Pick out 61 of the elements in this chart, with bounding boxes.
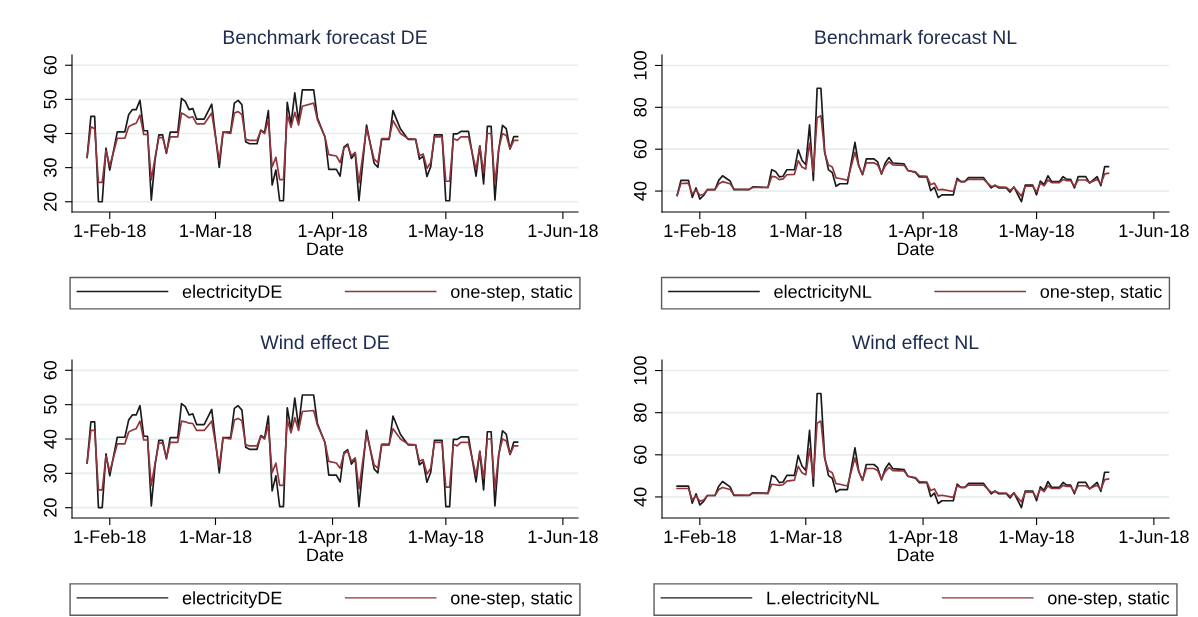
x-tick-label: 1-Jun-18 xyxy=(1119,224,1189,238)
y-tick-label: 80 xyxy=(633,98,647,117)
chart-title: Wind effect NL xyxy=(852,334,979,350)
x-tick-label: 1-May-18 xyxy=(999,530,1074,547)
x-tick-label: 1-Feb-18 xyxy=(74,529,146,544)
x-tick-label: 1-Apr-18 xyxy=(889,530,958,547)
y-tick-label: 30 xyxy=(43,464,57,483)
x-tick-label: 1-Feb-18 xyxy=(74,223,146,238)
x-tick-label: 1-Apr-18 xyxy=(889,224,958,241)
line-series xyxy=(676,392,1110,509)
y-tick-label: 40 xyxy=(43,429,57,449)
line-series xyxy=(86,394,519,509)
x-tick-label: 1-Jun-18 xyxy=(528,530,598,544)
x-tick-label: 1-Mar-18 xyxy=(180,530,252,544)
x-tick-label: 1-Mar-18 xyxy=(770,530,842,544)
y-tick-label: 30 xyxy=(43,158,57,177)
line-series xyxy=(676,420,1110,503)
x-tick-label: 1-May-18 xyxy=(999,224,1074,241)
y-tick-label: 50 xyxy=(43,395,57,414)
legend-label: one-step, static xyxy=(451,284,573,302)
x-tick-label: 1-Apr-18 xyxy=(298,224,367,241)
x-tick-label: 1-Feb-18 xyxy=(664,223,736,238)
y-tick-label: 20 xyxy=(43,192,57,211)
y-tick-label: 60 xyxy=(633,139,647,159)
y-tick-label: 40 xyxy=(43,124,57,144)
x-tick-label: 1-Jun-18 xyxy=(528,224,598,238)
line-series xyxy=(86,409,519,491)
x-tick-label: 1-Feb-18 xyxy=(664,529,736,544)
legend-label: L.electricityNL xyxy=(767,591,879,608)
y-tick-label: 40 xyxy=(633,181,647,201)
x-tick-label: 1-May-18 xyxy=(409,530,484,547)
y-tick-label: 80 xyxy=(633,403,647,422)
legend-label: one-step, static xyxy=(451,591,573,608)
x-tick-label: 1-May-18 xyxy=(409,224,484,241)
line-series xyxy=(86,102,519,184)
y-tick-label: 100 xyxy=(633,356,647,385)
y-tick-label: 50 xyxy=(43,90,57,109)
y-tick-label: 100 xyxy=(633,51,647,80)
chart-title: Benchmark forecast NL xyxy=(815,29,1017,45)
x-axis-title: Date xyxy=(897,242,934,256)
legend-label: one-step, static xyxy=(1048,591,1170,608)
x-tick-label: 1-Mar-18 xyxy=(180,224,252,238)
legend-label: electricityDE xyxy=(182,284,282,302)
x-tick-label: 1-Jun-18 xyxy=(1119,530,1189,544)
y-tick-label: 60 xyxy=(43,360,57,380)
chart-title: Wind effect DE xyxy=(260,334,389,350)
x-axis-title: Date xyxy=(307,548,344,562)
x-axis-title: Date xyxy=(307,242,344,256)
legend-label: electricityDE xyxy=(182,591,282,608)
legend-label: one-step, static xyxy=(1040,284,1162,302)
legend-label: electricityNL xyxy=(774,284,872,302)
chart-title: Benchmark forecast DE xyxy=(223,29,427,45)
y-tick-label: 40 xyxy=(633,487,647,507)
x-tick-label: 1-Mar-18 xyxy=(770,224,842,238)
line-series xyxy=(676,114,1110,197)
x-axis-title: Date xyxy=(897,548,934,562)
y-tick-label: 60 xyxy=(633,445,647,464)
line-series xyxy=(676,87,1110,203)
x-tick-label: 1-Apr-18 xyxy=(298,530,367,547)
y-tick-label: 20 xyxy=(43,498,57,517)
y-tick-label: 60 xyxy=(43,55,57,75)
